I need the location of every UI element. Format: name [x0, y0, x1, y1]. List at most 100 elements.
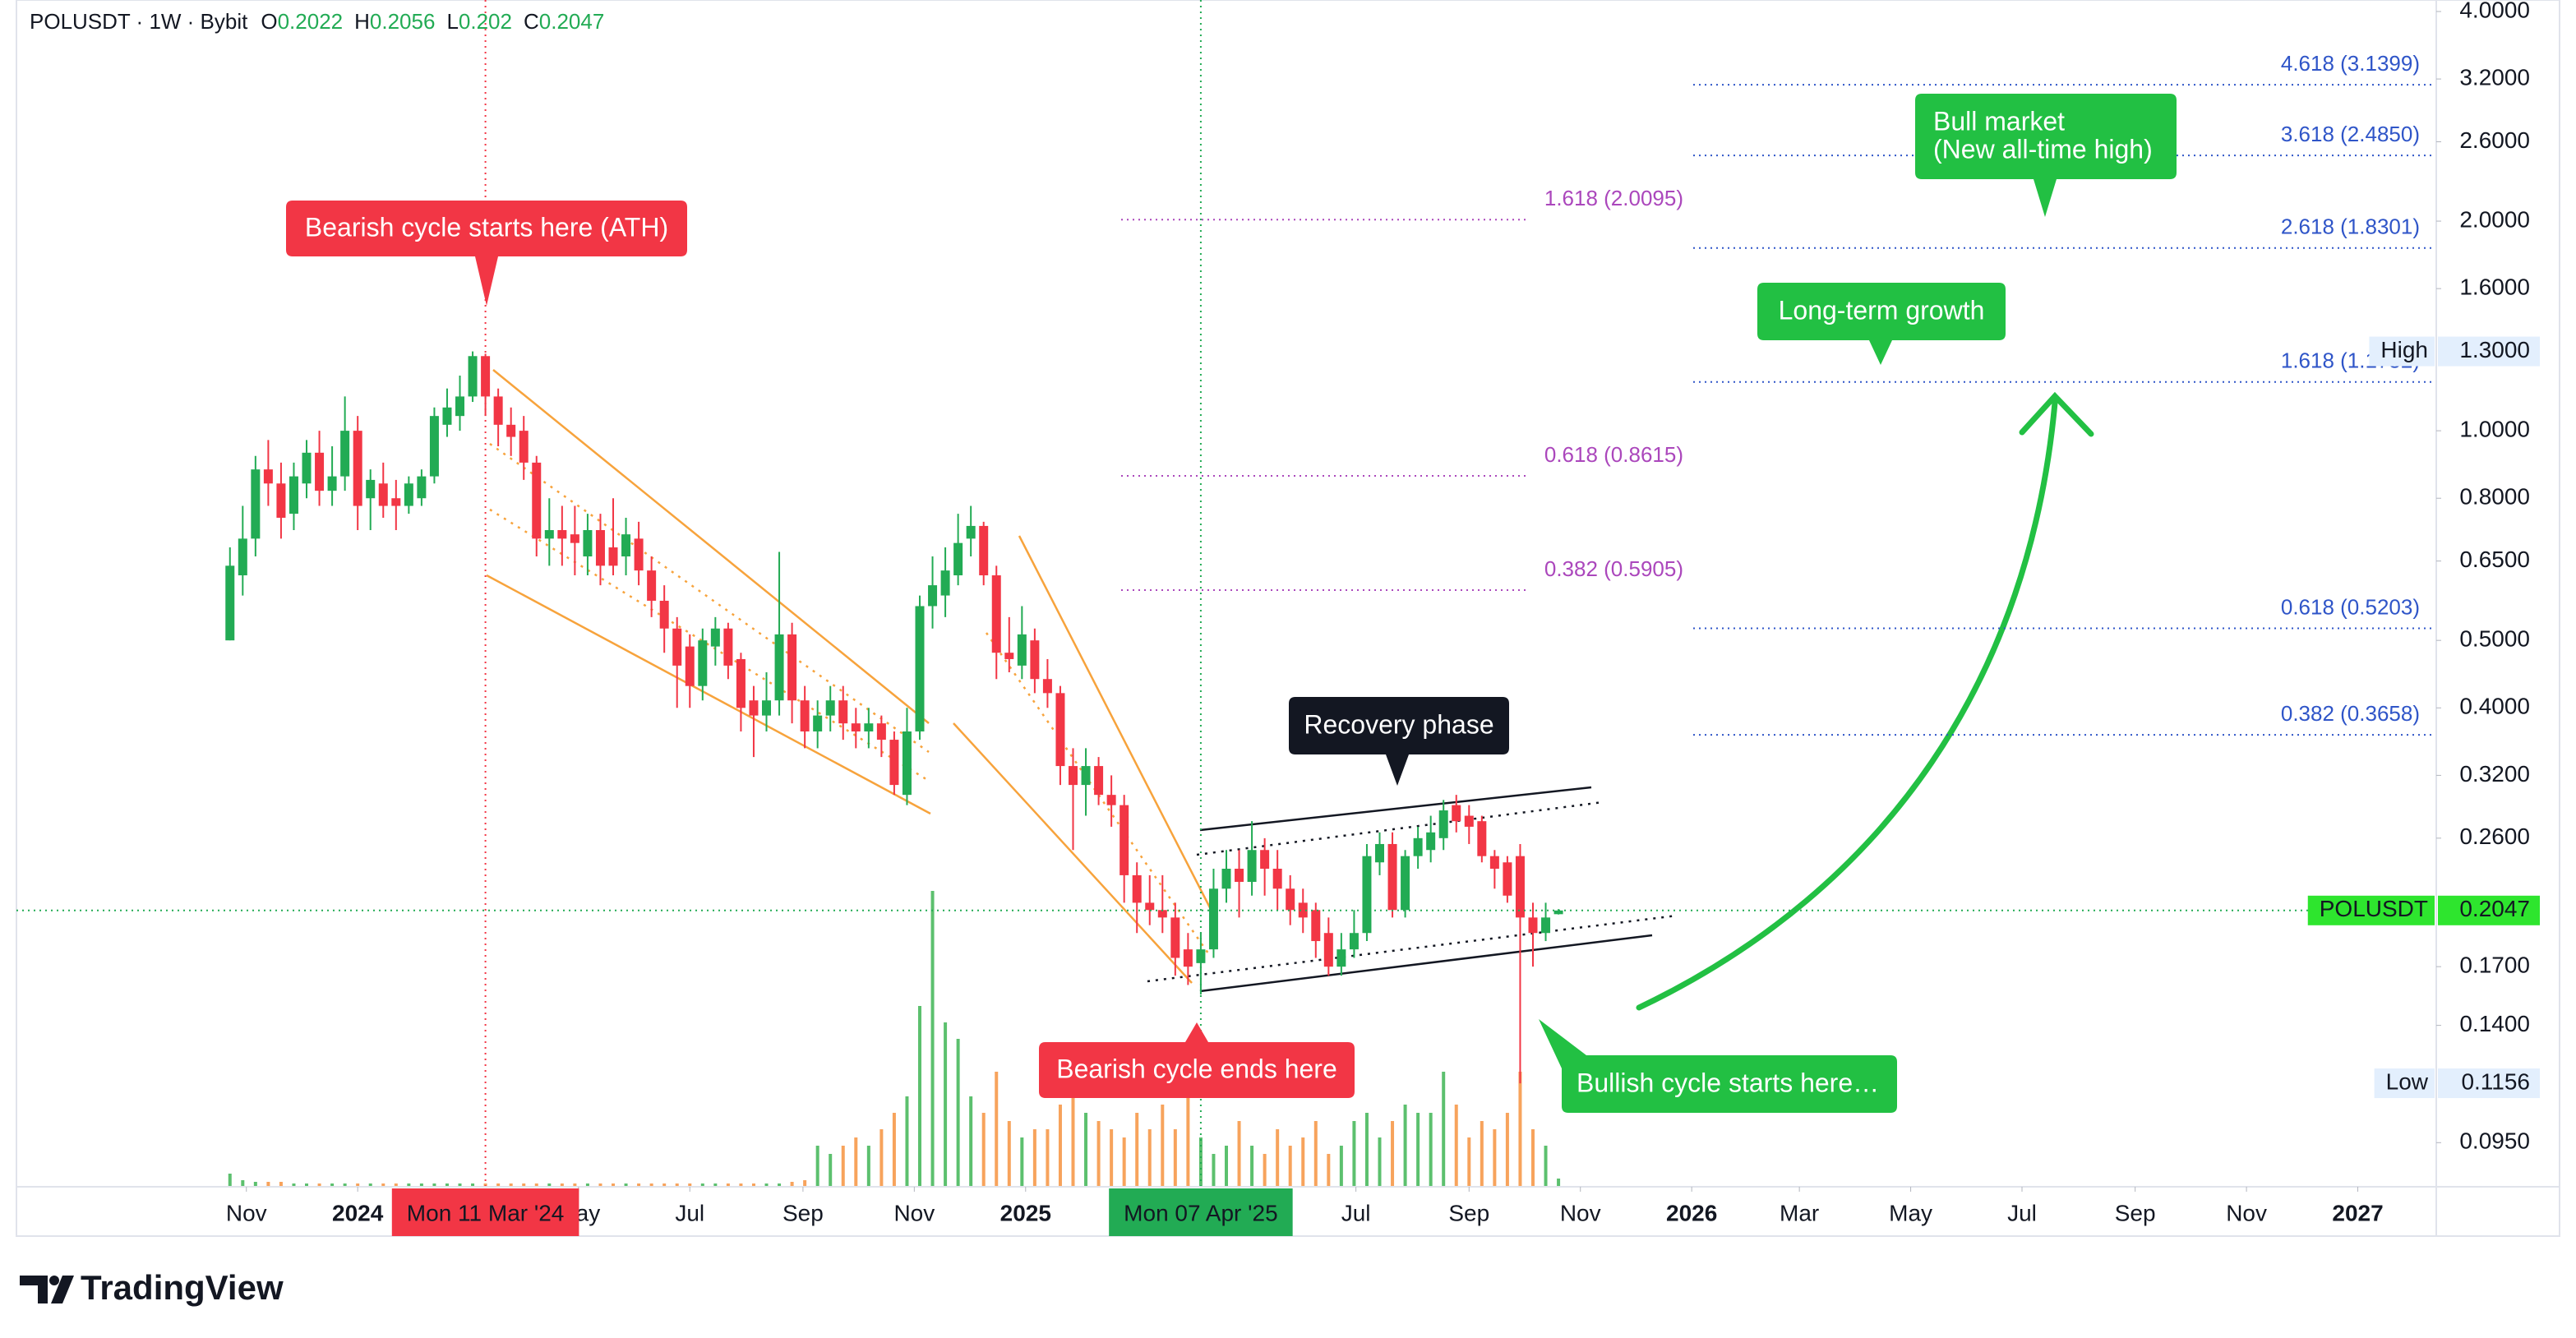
- volume-bar: [585, 1183, 589, 1187]
- x-tick-label: Nov: [1560, 1200, 1601, 1225]
- price-tag-box: [2438, 336, 2540, 367]
- y-tick-label: 0.2600: [2459, 824, 2530, 849]
- volume-bar: [1454, 1105, 1458, 1187]
- volume-bar: [1276, 1129, 1280, 1187]
- fib-label: 0.382 (0.5905): [1544, 556, 1683, 581]
- candle-body: [225, 565, 235, 641]
- volume-bar: [1110, 1129, 1114, 1187]
- volume-bar: [432, 1183, 436, 1187]
- y-tick-label: 4.0000: [2459, 0, 2530, 22]
- brand-logo: [20, 1276, 74, 1303]
- x-tick-label: 2026: [1666, 1200, 1717, 1225]
- volume-bar: [1250, 1146, 1254, 1187]
- price-tag-name-box: [2307, 895, 2435, 925]
- callout-box: [1757, 283, 2006, 365]
- price-tag-box: [2438, 1068, 2540, 1099]
- candle-body: [634, 538, 644, 571]
- candle-body: [1106, 795, 1116, 805]
- volume-bar: [1147, 1129, 1152, 1187]
- volume-bar: [854, 1137, 858, 1187]
- candle-body: [813, 715, 823, 731]
- channel-line: [1199, 934, 1653, 993]
- ohlc-value: 0.202: [459, 9, 512, 34]
- candle-body: [876, 723, 886, 741]
- volume-bar: [1518, 1072, 1522, 1187]
- fib-label: 1.618 (2.0095): [1544, 186, 1683, 210]
- volume-bar: [253, 1182, 257, 1187]
- volume-bar: [815, 1146, 819, 1187]
- crosshair-date: Mon 07 Apr '25: [1124, 1200, 1277, 1225]
- volume-bar: [317, 1183, 321, 1187]
- volume-bar: [1429, 1113, 1433, 1187]
- y-tick-label: 0.8000: [2459, 484, 2530, 510]
- candle-body: [940, 570, 950, 596]
- candle-body: [1438, 810, 1448, 838]
- volume-bar: [598, 1183, 602, 1187]
- callout-box: [1039, 1022, 1355, 1098]
- logo-part: [20, 1276, 48, 1303]
- trendline: [1018, 535, 1218, 921]
- volume-bar: [228, 1174, 232, 1187]
- volume-bar: [1416, 1113, 1420, 1187]
- candle-body: [1452, 805, 1461, 822]
- trendline: [492, 369, 930, 724]
- candle-body: [493, 396, 503, 425]
- callout: Bull market (New all-time high): [1915, 94, 2177, 217]
- callout-text: Bearish cycle ends here: [1056, 1054, 1337, 1083]
- levels: 1.618 (2.0095) 0.618 (0.8615) 0.382 (0.590…: [16, 0, 2436, 1187]
- candle-body: [608, 547, 618, 566]
- candle-body: [659, 600, 669, 629]
- candle-body: [902, 731, 912, 796]
- candle-body: [391, 498, 401, 506]
- candle-body: [1170, 917, 1180, 958]
- volume-bar: [879, 1129, 884, 1187]
- volume-bar: [1493, 1129, 1497, 1187]
- price-tag-name-box: [2369, 336, 2435, 367]
- candle-body: [1541, 917, 1551, 934]
- candle-body: [1515, 856, 1525, 918]
- candle-body: [327, 476, 337, 491]
- candle-body: [429, 416, 439, 477]
- logo-part: [51, 1276, 74, 1303]
- candle-body: [1145, 902, 1155, 911]
- volume-bar: [1301, 1137, 1305, 1187]
- y-tick-label: 2.6000: [2459, 127, 2530, 153]
- candle-body: [762, 700, 772, 716]
- candles: [225, 351, 1563, 1084]
- volume-bar: [1352, 1121, 1356, 1187]
- candle-body: [417, 476, 427, 499]
- candle-body: [736, 658, 746, 708]
- volume-bar: [522, 1183, 526, 1187]
- candle-body: [557, 530, 567, 539]
- x-tick-label: 2027: [2332, 1200, 2383, 1225]
- candle-body: [289, 476, 298, 514]
- volume-bar: [1530, 1129, 1535, 1187]
- volume-bar: [637, 1183, 641, 1187]
- price-axis-bg: [2436, 1, 2559, 1235]
- callout: Bearish cycle starts here (ATH): [286, 201, 687, 306]
- volume-bar: [356, 1183, 360, 1187]
- candle-body: [851, 723, 861, 731]
- arrow-head: [2019, 391, 2094, 437]
- volume-bar: [1122, 1137, 1126, 1187]
- candle-body: [621, 534, 631, 557]
- candle-body: [1477, 821, 1487, 856]
- candle-body: [1094, 766, 1104, 796]
- candle-body: [1004, 653, 1014, 659]
- candle-body: [1260, 850, 1270, 870]
- volume-bar: [305, 1183, 309, 1187]
- volume-bar: [471, 1183, 475, 1187]
- drawings: [486, 369, 2094, 1011]
- candle-body: [1183, 949, 1193, 967]
- volume-bar: [445, 1183, 449, 1187]
- volume-bar: [1391, 1121, 1395, 1187]
- crosshair-date-box: [1109, 1188, 1293, 1236]
- candle-body: [1401, 856, 1410, 911]
- volume-bar: [1237, 1121, 1241, 1187]
- candle-body: [1553, 910, 1563, 915]
- candle-body: [1528, 917, 1538, 934]
- y-tick-label: 0.0950: [2459, 1128, 2530, 1154]
- candle-body: [302, 452, 312, 484]
- volume-bar: [1467, 1137, 1471, 1187]
- volume-bar: [1020, 1137, 1024, 1187]
